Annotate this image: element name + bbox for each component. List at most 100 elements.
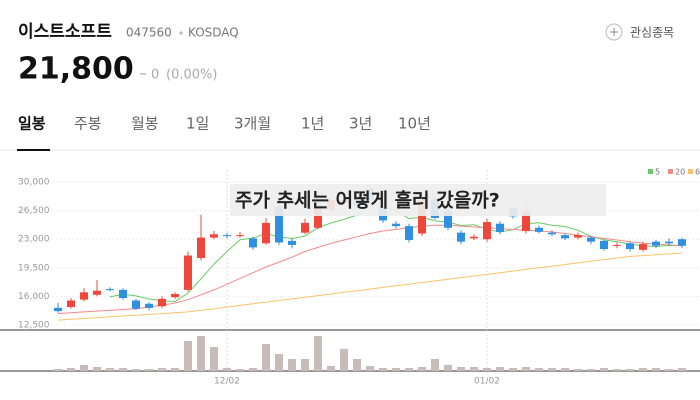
volume-bar (678, 368, 686, 371)
tab[interactable]: 1년 (301, 115, 324, 133)
candle-body (665, 241, 673, 244)
candle-body (470, 236, 478, 239)
candle-body (483, 222, 491, 240)
volume-bar (275, 354, 283, 371)
candle-body (158, 298, 166, 307)
legend-label: 60 (695, 168, 700, 177)
candle-body (574, 235, 582, 238)
candle-body (535, 227, 543, 232)
tab[interactable]: 3년 (349, 115, 372, 133)
y-tick-label: 30,000 (18, 178, 50, 188)
candle-body (613, 244, 621, 246)
volume-bar (496, 367, 504, 371)
volume-bar (197, 336, 205, 371)
volume-bar (522, 367, 530, 371)
candle-body (678, 239, 686, 246)
volume-bar (80, 365, 88, 371)
candle-body (626, 243, 634, 250)
candle-body (405, 226, 413, 241)
watch-label[interactable]: 관심종목 (630, 26, 674, 40)
candle-body (249, 238, 257, 248)
x-tick-label: 01/02 (474, 377, 500, 387)
tab[interactable]: 주봉 (74, 115, 102, 133)
volume-bar (314, 336, 322, 371)
candle-body (184, 255, 192, 290)
volume-bar (509, 368, 517, 371)
volume-bar (132, 369, 140, 371)
candle-body (93, 290, 101, 295)
volume-bar (184, 341, 192, 371)
volume-bar (379, 368, 387, 371)
plus-icon (605, 23, 623, 41)
ma-line (109, 204, 683, 303)
candle-body (652, 241, 660, 246)
candle-body (314, 204, 322, 228)
y-tick-label: 12,500 (18, 321, 50, 331)
volume-bar (366, 366, 374, 371)
plus-sign (610, 28, 618, 36)
tab[interactable]: 1일 (186, 115, 209, 133)
volume-bar (106, 368, 114, 371)
candle-body (210, 234, 218, 238)
candle-body (80, 292, 88, 300)
volume-bar (340, 349, 348, 371)
volume-bar (665, 369, 673, 371)
candle-body (119, 289, 127, 299)
candle-body (496, 223, 504, 232)
overlay-bg (230, 184, 606, 216)
volume-bar (548, 368, 556, 371)
change-pct: (0.00%) (166, 68, 217, 83)
volume-bar (145, 369, 153, 371)
candle-body (522, 211, 530, 232)
price: 21,800 (18, 52, 134, 87)
volume-bar (67, 368, 75, 371)
volume-bar (418, 367, 426, 371)
volume-bar (405, 368, 413, 371)
volume-bar (249, 368, 257, 371)
volume-bar (119, 368, 127, 371)
volume-bar (171, 368, 179, 371)
tab[interactable]: 일봉 (18, 115, 46, 133)
volume-bar (639, 368, 647, 371)
volume-bar (613, 369, 621, 371)
tab[interactable]: 10년 (398, 115, 431, 133)
candle-body (457, 232, 465, 242)
legend-label: 20 (675, 168, 685, 177)
candle-body (54, 307, 62, 312)
watch-button[interactable]: 관심종목 (605, 23, 674, 41)
volume-bar (561, 368, 569, 371)
tab[interactable]: 월봉 (131, 115, 159, 133)
y-tick-label: 19,500 (18, 263, 50, 273)
candle-body (275, 206, 283, 243)
volume-bar (600, 368, 608, 371)
volume-bar (431, 359, 439, 371)
tab[interactable]: 3개월 (234, 115, 271, 133)
separator-dot (179, 31, 183, 35)
legend-swatch (668, 169, 673, 174)
volume-bar (288, 359, 296, 371)
candle-body (106, 289, 114, 291)
market: KOSDAQ (188, 26, 239, 40)
volume-bar (223, 368, 231, 371)
candle-body (262, 222, 270, 244)
volume-bar (652, 368, 660, 371)
candle-body (223, 235, 231, 237)
y-tick-label: 26,500 (18, 206, 50, 216)
candle-body (444, 210, 452, 228)
candle-body (288, 240, 296, 245)
volume-bar (327, 366, 335, 371)
candle-body (301, 222, 309, 233)
candle-body (587, 237, 595, 242)
change: 0 (151, 68, 159, 83)
legend-swatch (688, 169, 693, 174)
candle-body (171, 293, 179, 298)
candle-body (600, 240, 608, 250)
volume-bar (470, 367, 478, 371)
volume-bar (93, 367, 101, 371)
y-tick-label: 23,000 (18, 235, 50, 245)
candle-body (236, 235, 244, 237)
volume-bar (54, 369, 62, 371)
candle-body (418, 199, 426, 234)
